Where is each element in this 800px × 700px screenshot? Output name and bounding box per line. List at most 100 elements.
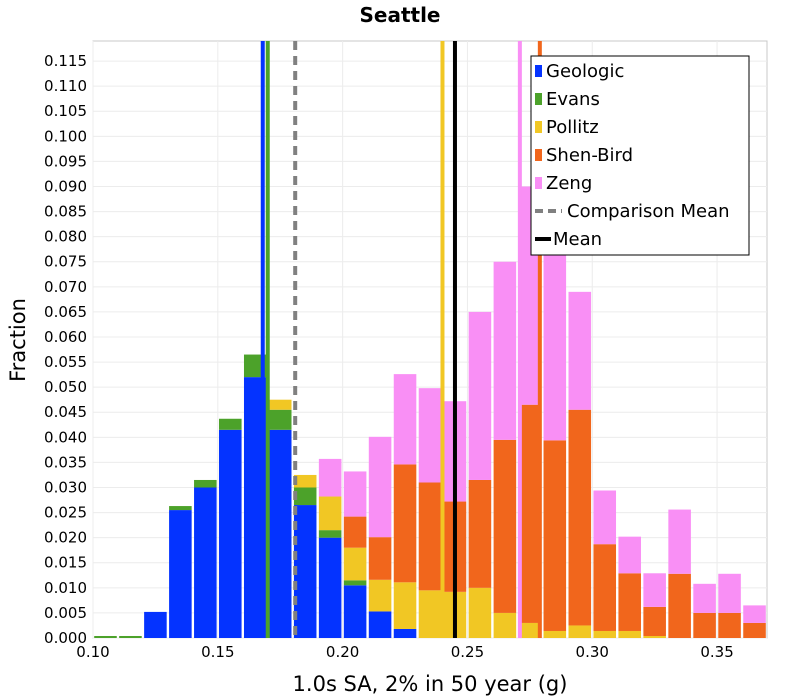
- bar-evans: [119, 635, 142, 638]
- bar-zeng: [493, 261, 517, 440]
- bar-evans: [343, 580, 367, 586]
- legend-swatch-evans: [535, 93, 542, 105]
- bar-pollitz: [468, 587, 492, 638]
- bar-evans: [293, 487, 317, 506]
- bar-zeng: [418, 388, 442, 483]
- bar-pollitz: [293, 474, 317, 488]
- legend-label-shen-bird: Shen-Bird: [546, 145, 633, 166]
- y-tick-label: 0.115: [44, 52, 87, 70]
- bar-zeng: [343, 471, 367, 517]
- bar-shen-bird: [618, 573, 641, 631]
- bar-pollitz: [518, 622, 542, 638]
- y-tick-label: 0.055: [44, 353, 87, 371]
- bar-geologic: [318, 537, 342, 638]
- y-tick-label: 0.020: [44, 529, 87, 547]
- y-tick-label: 0.000: [44, 629, 87, 647]
- legend-swatch-geologic: [535, 65, 542, 77]
- bar-shen-bird: [343, 516, 367, 548]
- mean-lines-group: [260, 41, 542, 638]
- bar-shen-bird: [518, 404, 542, 623]
- bar-zeng: [318, 458, 342, 497]
- bar-geologic: [194, 487, 217, 638]
- y-tick-label: 0.105: [44, 102, 87, 120]
- bar-zeng: [718, 573, 741, 613]
- legend-label-mean: Mean: [553, 229, 602, 250]
- bar-geologic: [219, 429, 242, 638]
- x-tick-label: 0.25: [451, 643, 484, 661]
- y-tick-label: 0.010: [44, 579, 87, 597]
- bar-pollitz: [418, 590, 442, 638]
- bar-shen-bird: [668, 573, 691, 638]
- bar-pollitz: [568, 625, 592, 638]
- y-tick-label: 0.035: [44, 453, 87, 471]
- bar-zeng: [593, 490, 617, 545]
- bar-evans: [169, 506, 192, 511]
- bar-zeng: [743, 605, 766, 623]
- bar-shen-bird: [643, 606, 666, 636]
- legend-swatch-zeng: [535, 177, 542, 189]
- bar-pollitz: [493, 612, 517, 638]
- bar-geologic: [144, 611, 167, 638]
- bar-shen-bird: [718, 612, 741, 638]
- y-tick-label: 0.050: [44, 378, 87, 396]
- y-tick-label: 0.025: [44, 504, 87, 522]
- bar-evans: [219, 418, 242, 430]
- bar-shen-bird: [743, 622, 766, 638]
- y-tick-label: 0.095: [44, 152, 87, 170]
- bar-shen-bird: [593, 544, 617, 631]
- y-tick-label: 0.090: [44, 177, 87, 195]
- bar-zeng: [543, 237, 567, 441]
- bar-shen-bird: [543, 440, 567, 631]
- y-tick-label: 0.085: [44, 203, 87, 221]
- bar-geologic: [393, 628, 417, 638]
- bar-geologic: [169, 510, 192, 638]
- legend-label-zeng: Zeng: [546, 173, 592, 194]
- bar-shen-bird: [493, 439, 517, 613]
- legend-label-geologic: Geologic: [546, 61, 624, 82]
- bar-shen-bird: [368, 537, 392, 580]
- y-tick-label: 0.015: [44, 554, 87, 572]
- bar-shen-bird: [693, 612, 716, 638]
- legend-swatch-pollitz: [535, 121, 542, 133]
- x-axis-ticks: 0.10 0.15 0.20 0.25 0.30 0.35: [76, 643, 733, 661]
- legend-label-evans: Evans: [546, 89, 600, 110]
- legend-label-pollitz: Pollitz: [546, 117, 599, 138]
- y-tick-label: 0.065: [44, 303, 87, 321]
- x-tick-label: 0.10: [76, 643, 109, 661]
- y-tick-label: 0.030: [44, 478, 87, 496]
- y-tick-label: 0.110: [44, 77, 87, 95]
- bar-shen-bird: [468, 479, 492, 588]
- bar-pollitz: [543, 630, 567, 638]
- legend: Geologic Evans Pollitz Shen-Bird Zeng Compari…: [530, 55, 750, 256]
- bar-shen-bird: [393, 464, 417, 583]
- bar-geologic: [368, 611, 392, 638]
- legend-swatch-shen-bird: [535, 149, 542, 161]
- bar-pollitz: [268, 399, 292, 410]
- bar-zeng: [643, 573, 666, 607]
- bar-zeng: [468, 311, 492, 480]
- y-axis-ticks: 0.000 0.005 0.010 0.015 0.020 0.025 0.030 0.035…: [44, 52, 87, 647]
- x-tick-label: 0.30: [576, 643, 609, 661]
- y-tick-label: 0.070: [44, 278, 87, 296]
- bar-geologic: [293, 505, 317, 638]
- bar-evans: [194, 479, 217, 488]
- y-tick-label: 0.080: [44, 228, 87, 246]
- legend-label-comparison-mean: Comparison Mean: [567, 201, 730, 222]
- bar-zeng: [368, 436, 392, 538]
- bar-geologic: [268, 429, 292, 638]
- x-tick-label: 0.20: [326, 643, 359, 661]
- chart-title: Seattle: [359, 3, 440, 27]
- bar-zeng: [618, 536, 641, 574]
- y-tick-label: 0.040: [44, 428, 87, 446]
- y-axis-label: Fraction: [6, 298, 30, 382]
- x-tick-label: 0.35: [700, 643, 733, 661]
- x-axis-label: 1.0s SA, 2% in 50 year (g): [293, 672, 568, 696]
- bar-pollitz: [393, 582, 417, 629]
- bar-pollitz: [368, 579, 392, 612]
- y-tick-label: 0.060: [44, 328, 87, 346]
- bar-zeng: [393, 374, 417, 465]
- y-tick-label: 0.075: [44, 253, 87, 271]
- bar-geologic: [343, 585, 367, 638]
- x-tick-label: 0.15: [201, 643, 234, 661]
